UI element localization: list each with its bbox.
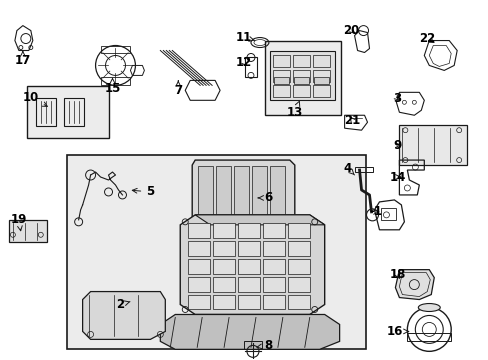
Bar [238, 294, 260, 310]
Bar [216, 166, 230, 228]
Bar [188, 294, 210, 310]
Bar [287, 223, 309, 238]
Bar [63, 98, 83, 126]
Bar [263, 276, 285, 292]
Bar [213, 241, 235, 256]
Bar [101, 45, 130, 54]
Bar [238, 276, 260, 292]
Bar [9, 220, 47, 242]
Bar [312, 55, 329, 67]
Bar [263, 223, 285, 238]
Bar [198, 166, 213, 228]
Bar [36, 98, 56, 126]
Text: 21: 21 [344, 114, 360, 127]
Text: 16: 16 [386, 325, 407, 338]
Bar [213, 223, 235, 238]
Bar [292, 71, 309, 82]
Bar [269, 50, 334, 100]
Ellipse shape [417, 303, 439, 311]
Bar [287, 294, 309, 310]
Text: 12: 12 [235, 56, 252, 69]
Text: 5: 5 [132, 185, 154, 198]
Text: -1: -1 [368, 205, 381, 219]
Text: 15: 15 [104, 78, 121, 95]
Bar [188, 241, 210, 256]
Text: 2: 2 [116, 298, 130, 311]
Bar [234, 166, 248, 228]
Bar [312, 85, 329, 97]
Bar [313, 77, 328, 84]
Bar [287, 276, 309, 292]
Bar [263, 259, 285, 274]
Bar [381, 208, 396, 220]
Bar [272, 55, 289, 67]
Bar [238, 223, 260, 238]
Text: 11: 11 [235, 31, 254, 44]
Bar [272, 71, 289, 82]
Text: 9: 9 [392, 139, 401, 152]
Bar [213, 276, 235, 292]
Text: 4: 4 [343, 162, 354, 175]
Text: 13: 13 [286, 100, 302, 119]
Bar [251, 166, 266, 228]
Bar [292, 55, 309, 67]
Polygon shape [82, 292, 165, 339]
Bar [238, 259, 260, 274]
Polygon shape [395, 270, 433, 300]
Bar [287, 259, 309, 274]
Text: 6: 6 [258, 192, 271, 204]
Bar [263, 241, 285, 256]
Bar [269, 166, 285, 228]
Text: 7: 7 [174, 81, 182, 97]
Bar [273, 77, 288, 84]
Bar [272, 85, 289, 97]
Text: 3: 3 [392, 92, 401, 105]
Bar [188, 259, 210, 274]
Bar [188, 276, 210, 292]
Bar [213, 294, 235, 310]
Bar [263, 294, 285, 310]
Bar [264, 41, 340, 115]
Bar [101, 77, 130, 85]
Text: 22: 22 [418, 32, 434, 45]
Text: 20: 20 [343, 24, 359, 37]
Polygon shape [195, 215, 324, 225]
Bar [195, 223, 294, 235]
Bar [244, 58, 256, 77]
Bar [354, 167, 372, 172]
Bar [407, 333, 450, 341]
Bar [287, 241, 309, 256]
Text: 17: 17 [15, 51, 31, 67]
Text: 19: 19 [11, 213, 27, 231]
Bar [312, 71, 329, 82]
Bar [188, 223, 210, 238]
Bar [66, 155, 365, 349]
Bar [399, 125, 466, 165]
Bar [292, 85, 309, 97]
Bar [27, 86, 108, 138]
Text: 8: 8 [257, 339, 271, 352]
Bar [244, 341, 262, 349]
Polygon shape [160, 315, 339, 349]
Text: 18: 18 [388, 268, 405, 281]
Polygon shape [180, 215, 324, 315]
Text: 14: 14 [388, 171, 405, 184]
Text: 10: 10 [22, 91, 47, 107]
Polygon shape [192, 160, 294, 232]
Bar [238, 241, 260, 256]
Bar [213, 259, 235, 274]
Bar [293, 77, 308, 84]
